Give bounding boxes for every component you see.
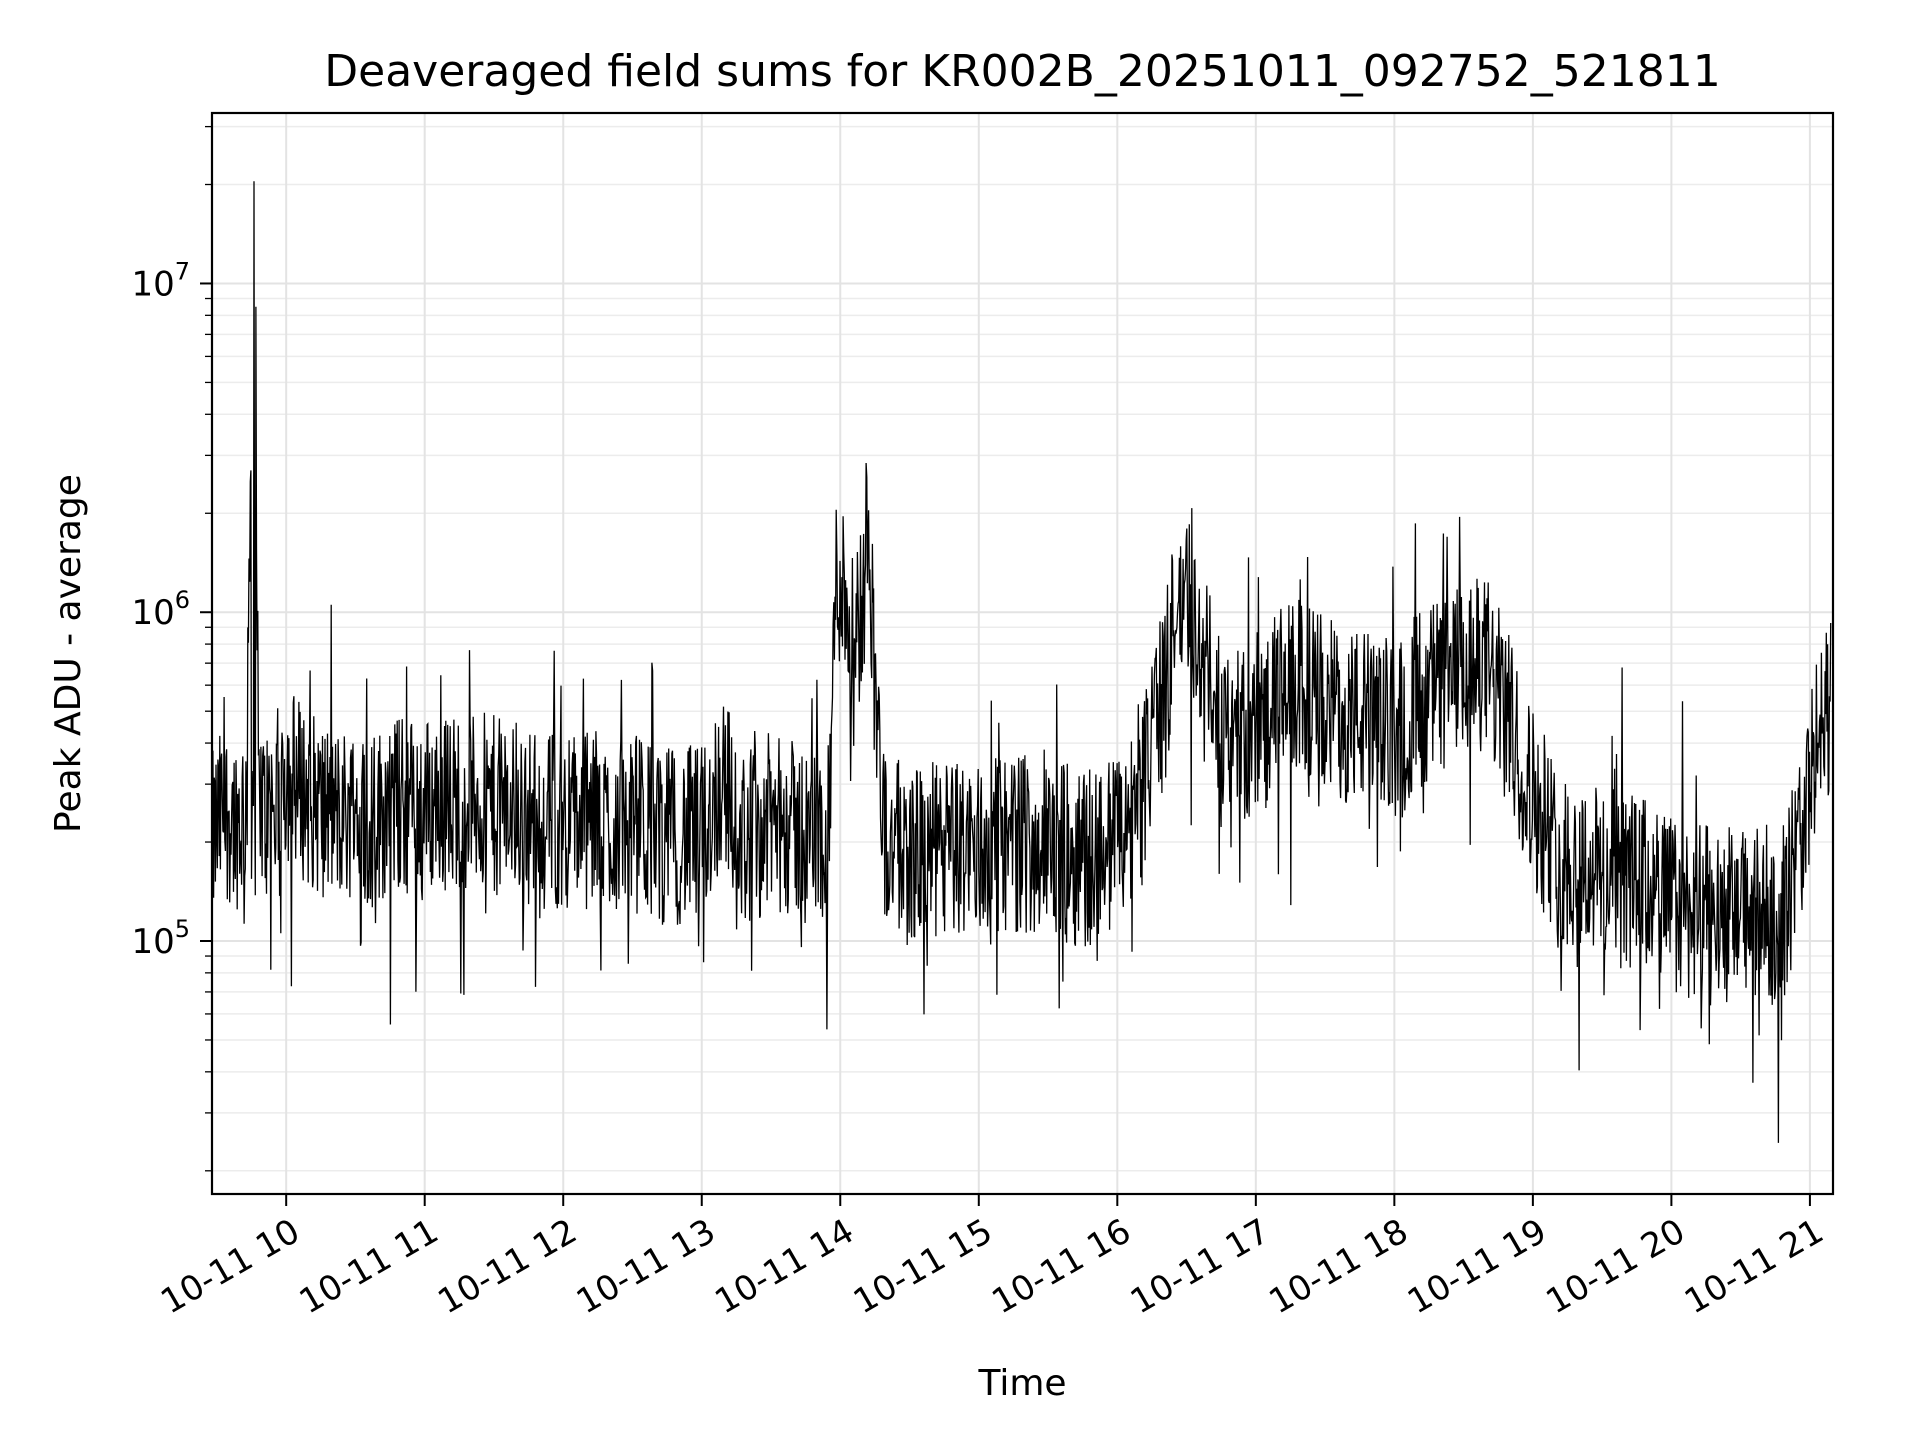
- x-tick-label: 10-11 21: [1678, 1211, 1830, 1322]
- y-tick-label: 106: [131, 586, 190, 633]
- x-tick-label: 10-11 11: [293, 1211, 445, 1322]
- x-tick-label: 10-11 18: [1262, 1211, 1414, 1322]
- series-layer: [211, 181, 1832, 1143]
- plot-frame: [210, 111, 1835, 1196]
- x-tick-label: 10-11 16: [985, 1211, 1137, 1322]
- y-tick-label: 107: [131, 257, 190, 304]
- series-line: [211, 181, 1832, 1143]
- x-tick-label: 10-11 12: [431, 1211, 583, 1322]
- y-axis-label: Peak ADU - average: [48, 474, 89, 833]
- x-tick-label: 10-11 14: [708, 1211, 860, 1322]
- chart-title: Deaveraged field sums for KR002B_2025101…: [324, 46, 1720, 97]
- x-tick-label: 10-11 19: [1401, 1211, 1553, 1322]
- y-tick-label: 105: [131, 915, 190, 962]
- x-axis-label: Time: [977, 1363, 1066, 1404]
- grid: [212, 113, 1833, 1194]
- x-tick-label: 10-11 20: [1539, 1211, 1691, 1322]
- x-tick-label: 10-11 17: [1124, 1211, 1276, 1322]
- y-axis-ticks: 105 106 107: [131, 125, 212, 1172]
- x-tick-label: 10-11 10: [154, 1211, 306, 1322]
- x-tick-label: 10-11 13: [570, 1211, 722, 1322]
- x-tick-label: 10-11 15: [847, 1211, 999, 1322]
